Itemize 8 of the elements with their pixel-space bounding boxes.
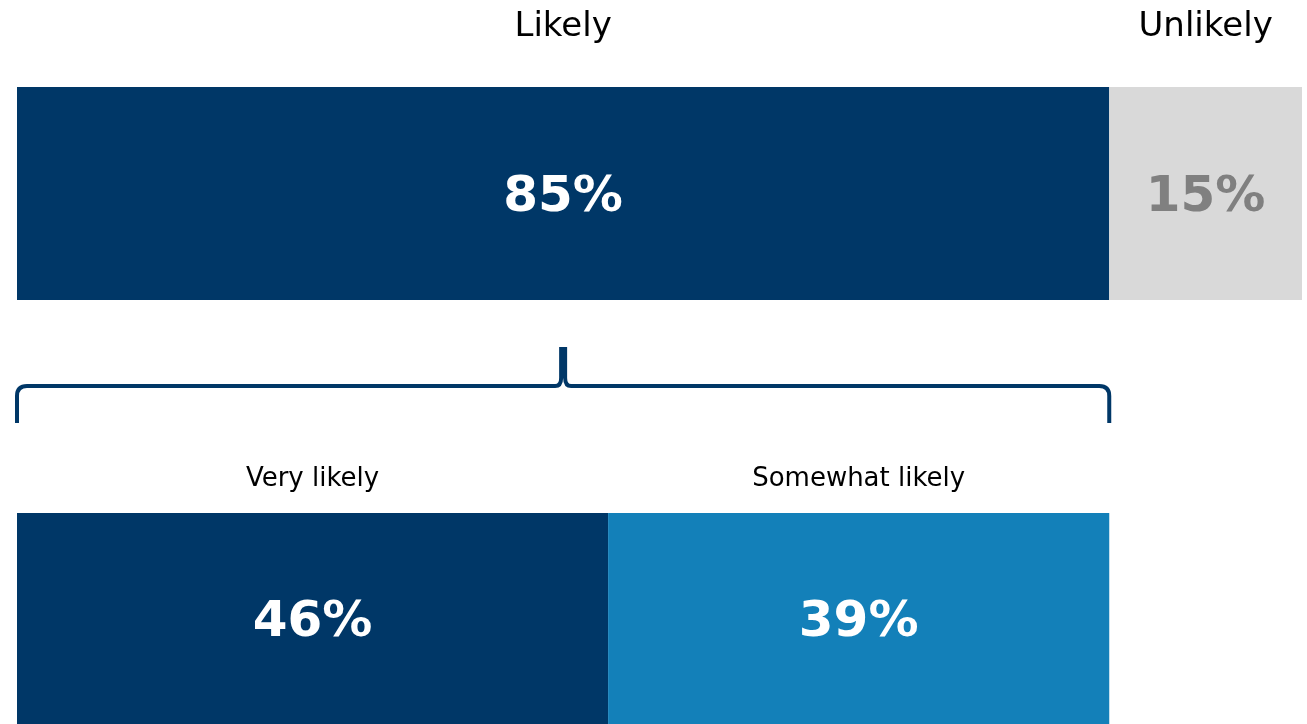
- series-label: Very likely: [245, 462, 380, 492]
- data-label: 39%: [798, 590, 919, 648]
- series-label: Somewhat likely: [752, 462, 966, 492]
- data-label: 85%: [503, 165, 623, 223]
- series-label: Likely: [514, 4, 612, 44]
- data-label: 46%: [252, 590, 373, 648]
- data-label: 15%: [1145, 165, 1266, 223]
- series-label: Unlikely: [1138, 4, 1273, 44]
